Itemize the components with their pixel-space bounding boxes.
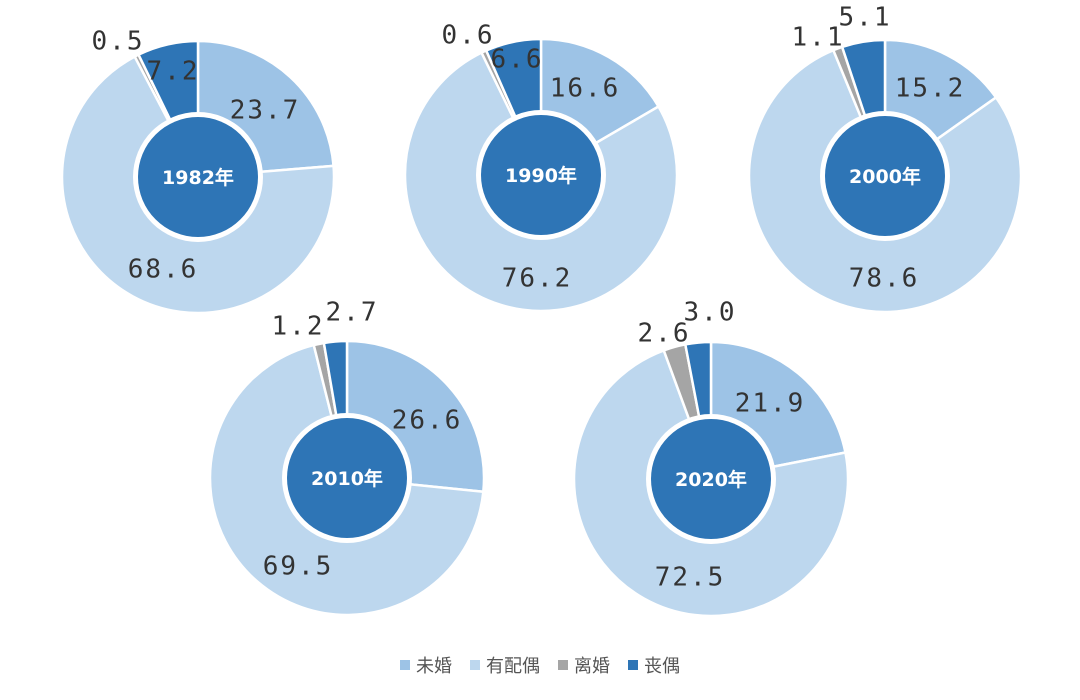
year-label-4: 2020年 [675,468,747,491]
legend-swatch-sangou [628,660,638,670]
donut-center-0 [138,117,258,237]
value-label-lihun-0: 0.5 [92,27,145,57]
donut-center-1 [481,115,601,235]
value-label-lihun-3: 1.2 [272,312,325,342]
donut-2: 2000年 15.2 78.6 1.15.1 [747,3,1023,314]
value-label-youpeiou-4: 72.5 [655,563,726,593]
value-label-weihun-2: 15.2 [895,74,966,104]
value-label-lihun-1: 0.6 [442,21,495,51]
donut-1: 1990年 16.6 76.2 0.66.6 [403,21,679,313]
legend: 未婚 有配偶 离婚 丧偶 [0,650,1080,680]
year-label-2: 2000年 [849,165,921,188]
value-label-weihun-3: 26.6 [392,406,463,436]
value-label-weihun-0: 23.7 [230,96,301,126]
value-label-lihun-4: 2.6 [638,319,691,349]
legend-item-lihun: 离婚 [558,652,610,678]
donut-4: 2020年 21.9 72.5 2.63.0 [572,298,850,618]
value-label-weihun-1: 16.6 [550,74,621,104]
value-label-sangou-0: 7.2 [147,57,200,87]
value-label-sangou-2: 5.1 [839,3,892,33]
value-label-youpeiou-1: 76.2 [502,264,573,294]
value-label-youpeiou-3: 69.5 [263,552,334,582]
legend-label-lihun: 离婚 [574,656,610,677]
value-label-weihun-4: 21.9 [735,389,806,419]
donut-center-3 [287,418,407,538]
value-label-sangou-4: 3.0 [684,298,737,328]
legend-label-weihun: 未婚 [416,656,452,677]
value-label-sangou-3: 2.7 [326,298,379,328]
year-label-0: 1982年 [162,166,234,189]
legend-item-youpeiou: 有配偶 [470,652,540,678]
year-label-3: 2010年 [311,467,383,490]
value-label-youpeiou-0: 68.6 [128,255,199,285]
legend-swatch-youpeiou [470,660,480,670]
legend-item-sangou: 丧偶 [628,652,680,678]
year-label-1: 1990年 [505,164,577,187]
legend-item-weihun: 未婚 [400,652,452,678]
donut-center-2 [825,116,945,236]
donut-3: 2010年 26.6 69.5 1.2 2.7 [208,298,486,617]
legend-label-youpeiou: 有配偶 [486,656,540,677]
donut-center-4 [651,419,771,539]
legend-label-sangou: 丧偶 [644,656,680,677]
value-label-youpeiou-2: 78.6 [849,264,920,294]
value-label-sangou-1: 6.6 [491,45,544,75]
legend-swatch-weihun [400,660,410,670]
donut-0: 1982年 23.7 68.6 0.57.2 [60,27,336,315]
value-label-lihun-2: 1.1 [792,23,845,53]
legend-swatch-lihun [558,660,568,670]
